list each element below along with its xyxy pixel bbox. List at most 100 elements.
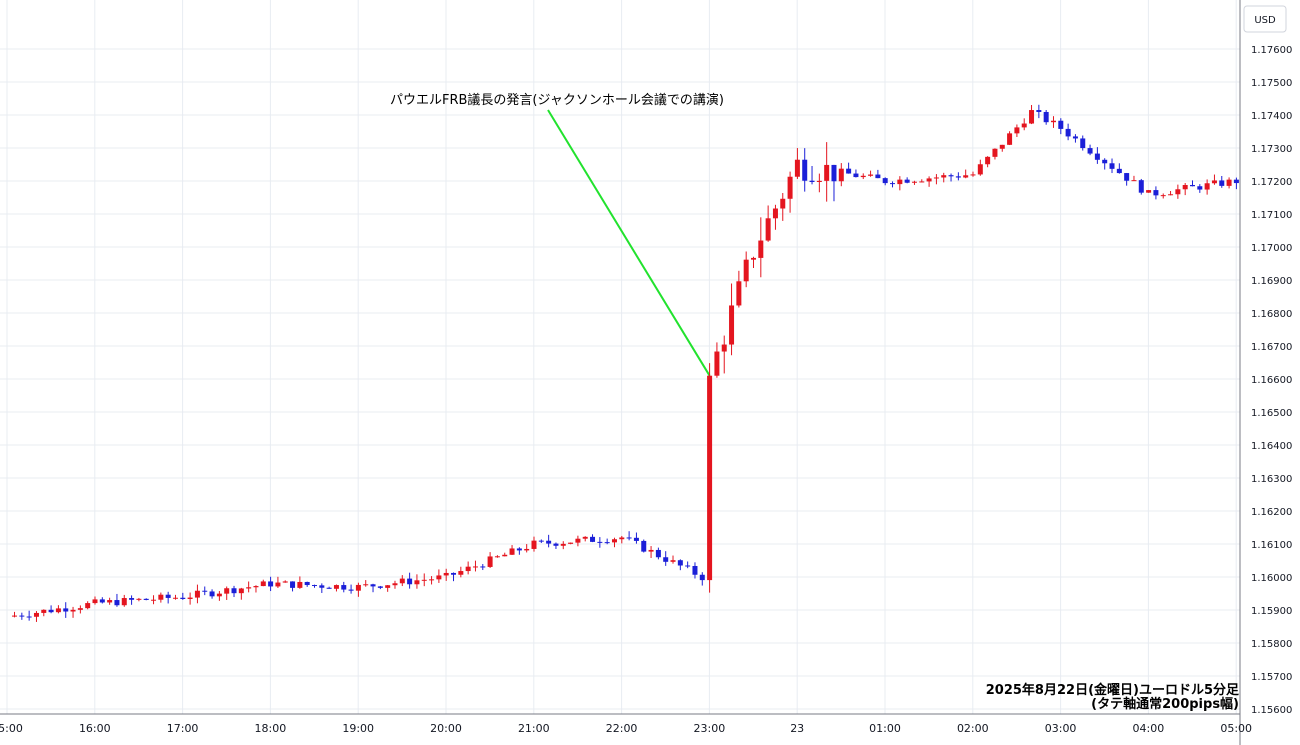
- candle-body: [297, 581, 303, 588]
- candle-body: [824, 164, 830, 181]
- candle-body: [209, 591, 215, 597]
- x-tick-label: 22:00: [606, 722, 638, 735]
- candle-body: [619, 537, 625, 540]
- y-tick-label: 1.17100: [1251, 210, 1292, 221]
- candle-body: [948, 175, 954, 177]
- candle-body: [546, 540, 552, 544]
- candle-body: [890, 183, 896, 185]
- candle-body: [582, 536, 588, 539]
- candle-body: [699, 574, 705, 581]
- candle-body: [875, 174, 881, 179]
- annotation-line: [547, 109, 711, 377]
- candle-body: [253, 586, 259, 588]
- y-tick-label: 1.16100: [1251, 540, 1292, 551]
- candle-body: [333, 585, 339, 589]
- candle-body: [290, 581, 296, 588]
- candle-body: [392, 583, 398, 586]
- candle-body: [319, 585, 325, 588]
- candle-body: [451, 572, 457, 575]
- candle-body: [802, 159, 808, 181]
- candle-body: [670, 560, 676, 562]
- candle-body: [794, 159, 800, 177]
- y-tick-label: 1.16400: [1251, 441, 1292, 452]
- candle-body: [831, 164, 837, 182]
- candle-body: [685, 565, 691, 567]
- candle-body: [714, 351, 720, 376]
- y-tick-label: 1.15900: [1251, 606, 1292, 617]
- candle-body: [268, 581, 274, 587]
- candle-body: [246, 587, 252, 589]
- candle-body: [407, 578, 413, 585]
- candle-body: [524, 548, 530, 551]
- candle-body: [63, 608, 69, 612]
- y-tick-label: 1.17200: [1251, 177, 1292, 188]
- candle-body: [941, 175, 947, 178]
- y-tick-label: 1.16700: [1251, 342, 1292, 353]
- currency-badge[interactable]: USD: [1243, 5, 1287, 33]
- y-tick-label: 1.15700: [1251, 672, 1292, 683]
- candle-body: [604, 542, 610, 544]
- candle-body: [553, 543, 559, 546]
- x-tick-label: 17:00: [167, 722, 199, 735]
- candle-body: [1043, 111, 1049, 123]
- y-tick-label: 1.16600: [1251, 375, 1292, 386]
- candle-body: [114, 600, 120, 606]
- candle-body: [721, 344, 727, 352]
- candle-body: [107, 600, 113, 603]
- candle-body: [48, 609, 54, 613]
- candle-body: [758, 240, 764, 258]
- candle-body: [597, 541, 603, 543]
- candle-body: [487, 556, 493, 567]
- candle-body: [780, 198, 786, 209]
- grid-lines: [0, 0, 1240, 714]
- candle-body: [260, 581, 266, 587]
- annotation-pointer: [547, 109, 711, 377]
- candle-body: [516, 548, 522, 551]
- y-tick-label: 1.16500: [1251, 408, 1292, 419]
- candle-body: [1138, 180, 1144, 193]
- candle-body: [136, 598, 142, 600]
- candle-body: [70, 609, 76, 612]
- candle-body: [458, 571, 464, 575]
- candle-body: [846, 168, 852, 174]
- candle-body: [502, 554, 508, 557]
- candle-body: [165, 594, 171, 598]
- y-tick-label: 1.17300: [1251, 144, 1292, 155]
- candle-body: [77, 608, 83, 610]
- candle-body: [1007, 133, 1013, 145]
- candle-body: [1109, 163, 1115, 169]
- candle-body: [1102, 159, 1108, 164]
- candle-body: [429, 579, 435, 581]
- y-tick-label: 1.15600: [1251, 705, 1292, 716]
- candle-body: [194, 590, 200, 598]
- candle-body: [911, 181, 917, 183]
- currency-box[interactable]: [1243, 5, 1287, 33]
- y-tick-label: 1.17000: [1251, 243, 1292, 254]
- candle-body: [158, 594, 164, 600]
- candle-body: [1021, 123, 1027, 128]
- candle-body: [1190, 184, 1195, 187]
- y-tick-label: 1.16300: [1251, 474, 1292, 485]
- candle-body: [355, 584, 361, 591]
- candle-body: [1116, 168, 1122, 174]
- candle-body: [33, 612, 39, 617]
- candle-body: [99, 599, 105, 603]
- candle-body: [1058, 120, 1064, 129]
- x-tick-label: 15:00: [0, 722, 23, 735]
- candle-body: [838, 168, 844, 182]
- candle-body: [55, 608, 61, 613]
- candle-body: [1094, 153, 1100, 160]
- x-axis: 15:00 16:00 17:00 18:00 19:00 20:00 21:00 22:00…: [0, 722, 1252, 735]
- candle-body: [919, 181, 925, 183]
- candle-body: [970, 174, 976, 176]
- x-tick-label: 05:00: [1220, 722, 1252, 735]
- candle-body: [436, 575, 442, 580]
- candle-body: [1175, 189, 1181, 195]
- candle-body: [633, 537, 639, 541]
- candle-body: [816, 180, 822, 182]
- candle-body: [1219, 180, 1225, 186]
- x-tick-label: 23: [790, 722, 804, 735]
- candle-body: [172, 597, 178, 599]
- candle-body: [1131, 180, 1137, 182]
